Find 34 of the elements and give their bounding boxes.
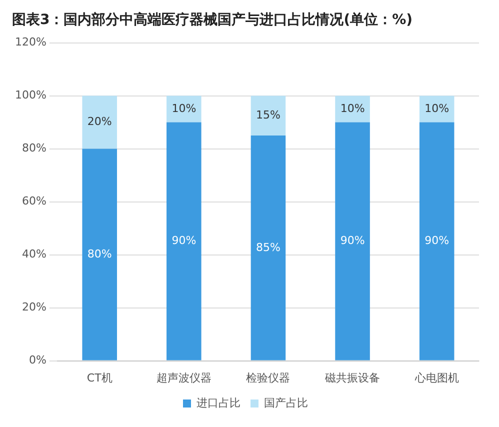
y-tick-label: 120% — [14, 36, 46, 49]
chart-title: 图表3：国内部分中高端医疗器械国产与进口占比情况(单位：%) — [12, 11, 413, 28]
x-tick-label: 检验仪器 — [246, 371, 290, 384]
bar — [250, 136, 286, 360]
data-label: 10% — [172, 102, 196, 115]
data-label: 85% — [256, 240, 280, 254]
data-label: 15% — [256, 108, 280, 122]
bar — [82, 96, 117, 149]
data-label: 20% — [87, 115, 112, 128]
y-tick-label: 0% — [28, 354, 46, 367]
legend-label: 进口占比 — [196, 396, 240, 410]
bar — [419, 122, 454, 360]
bar — [335, 122, 370, 360]
data-label: 90% — [172, 234, 196, 248]
x-tick-label: 心电图机 — [414, 371, 459, 384]
bar — [82, 148, 117, 360]
legend-label: 国产占比 — [264, 396, 308, 410]
x-tick-label: CT机 — [86, 371, 112, 384]
bar — [166, 96, 202, 122]
data-label: 90% — [340, 234, 365, 248]
x-tick-label: 超声波仪器 — [156, 371, 212, 384]
x-tick-label: 磁共振设备 — [324, 371, 380, 384]
data-label: 10% — [340, 102, 365, 115]
bar — [335, 96, 370, 122]
y-tick-label: 20% — [22, 300, 46, 314]
y-tick-label: 80% — [22, 142, 46, 155]
bar — [250, 96, 286, 136]
data-label: 80% — [87, 247, 112, 260]
y-tick-label: 60% — [22, 194, 46, 208]
y-tick-label: 40% — [22, 248, 46, 261]
data-label: 10% — [424, 102, 450, 115]
bar — [166, 122, 202, 360]
data-label: 90% — [424, 234, 450, 248]
y-tick-label: 100% — [14, 88, 46, 102]
